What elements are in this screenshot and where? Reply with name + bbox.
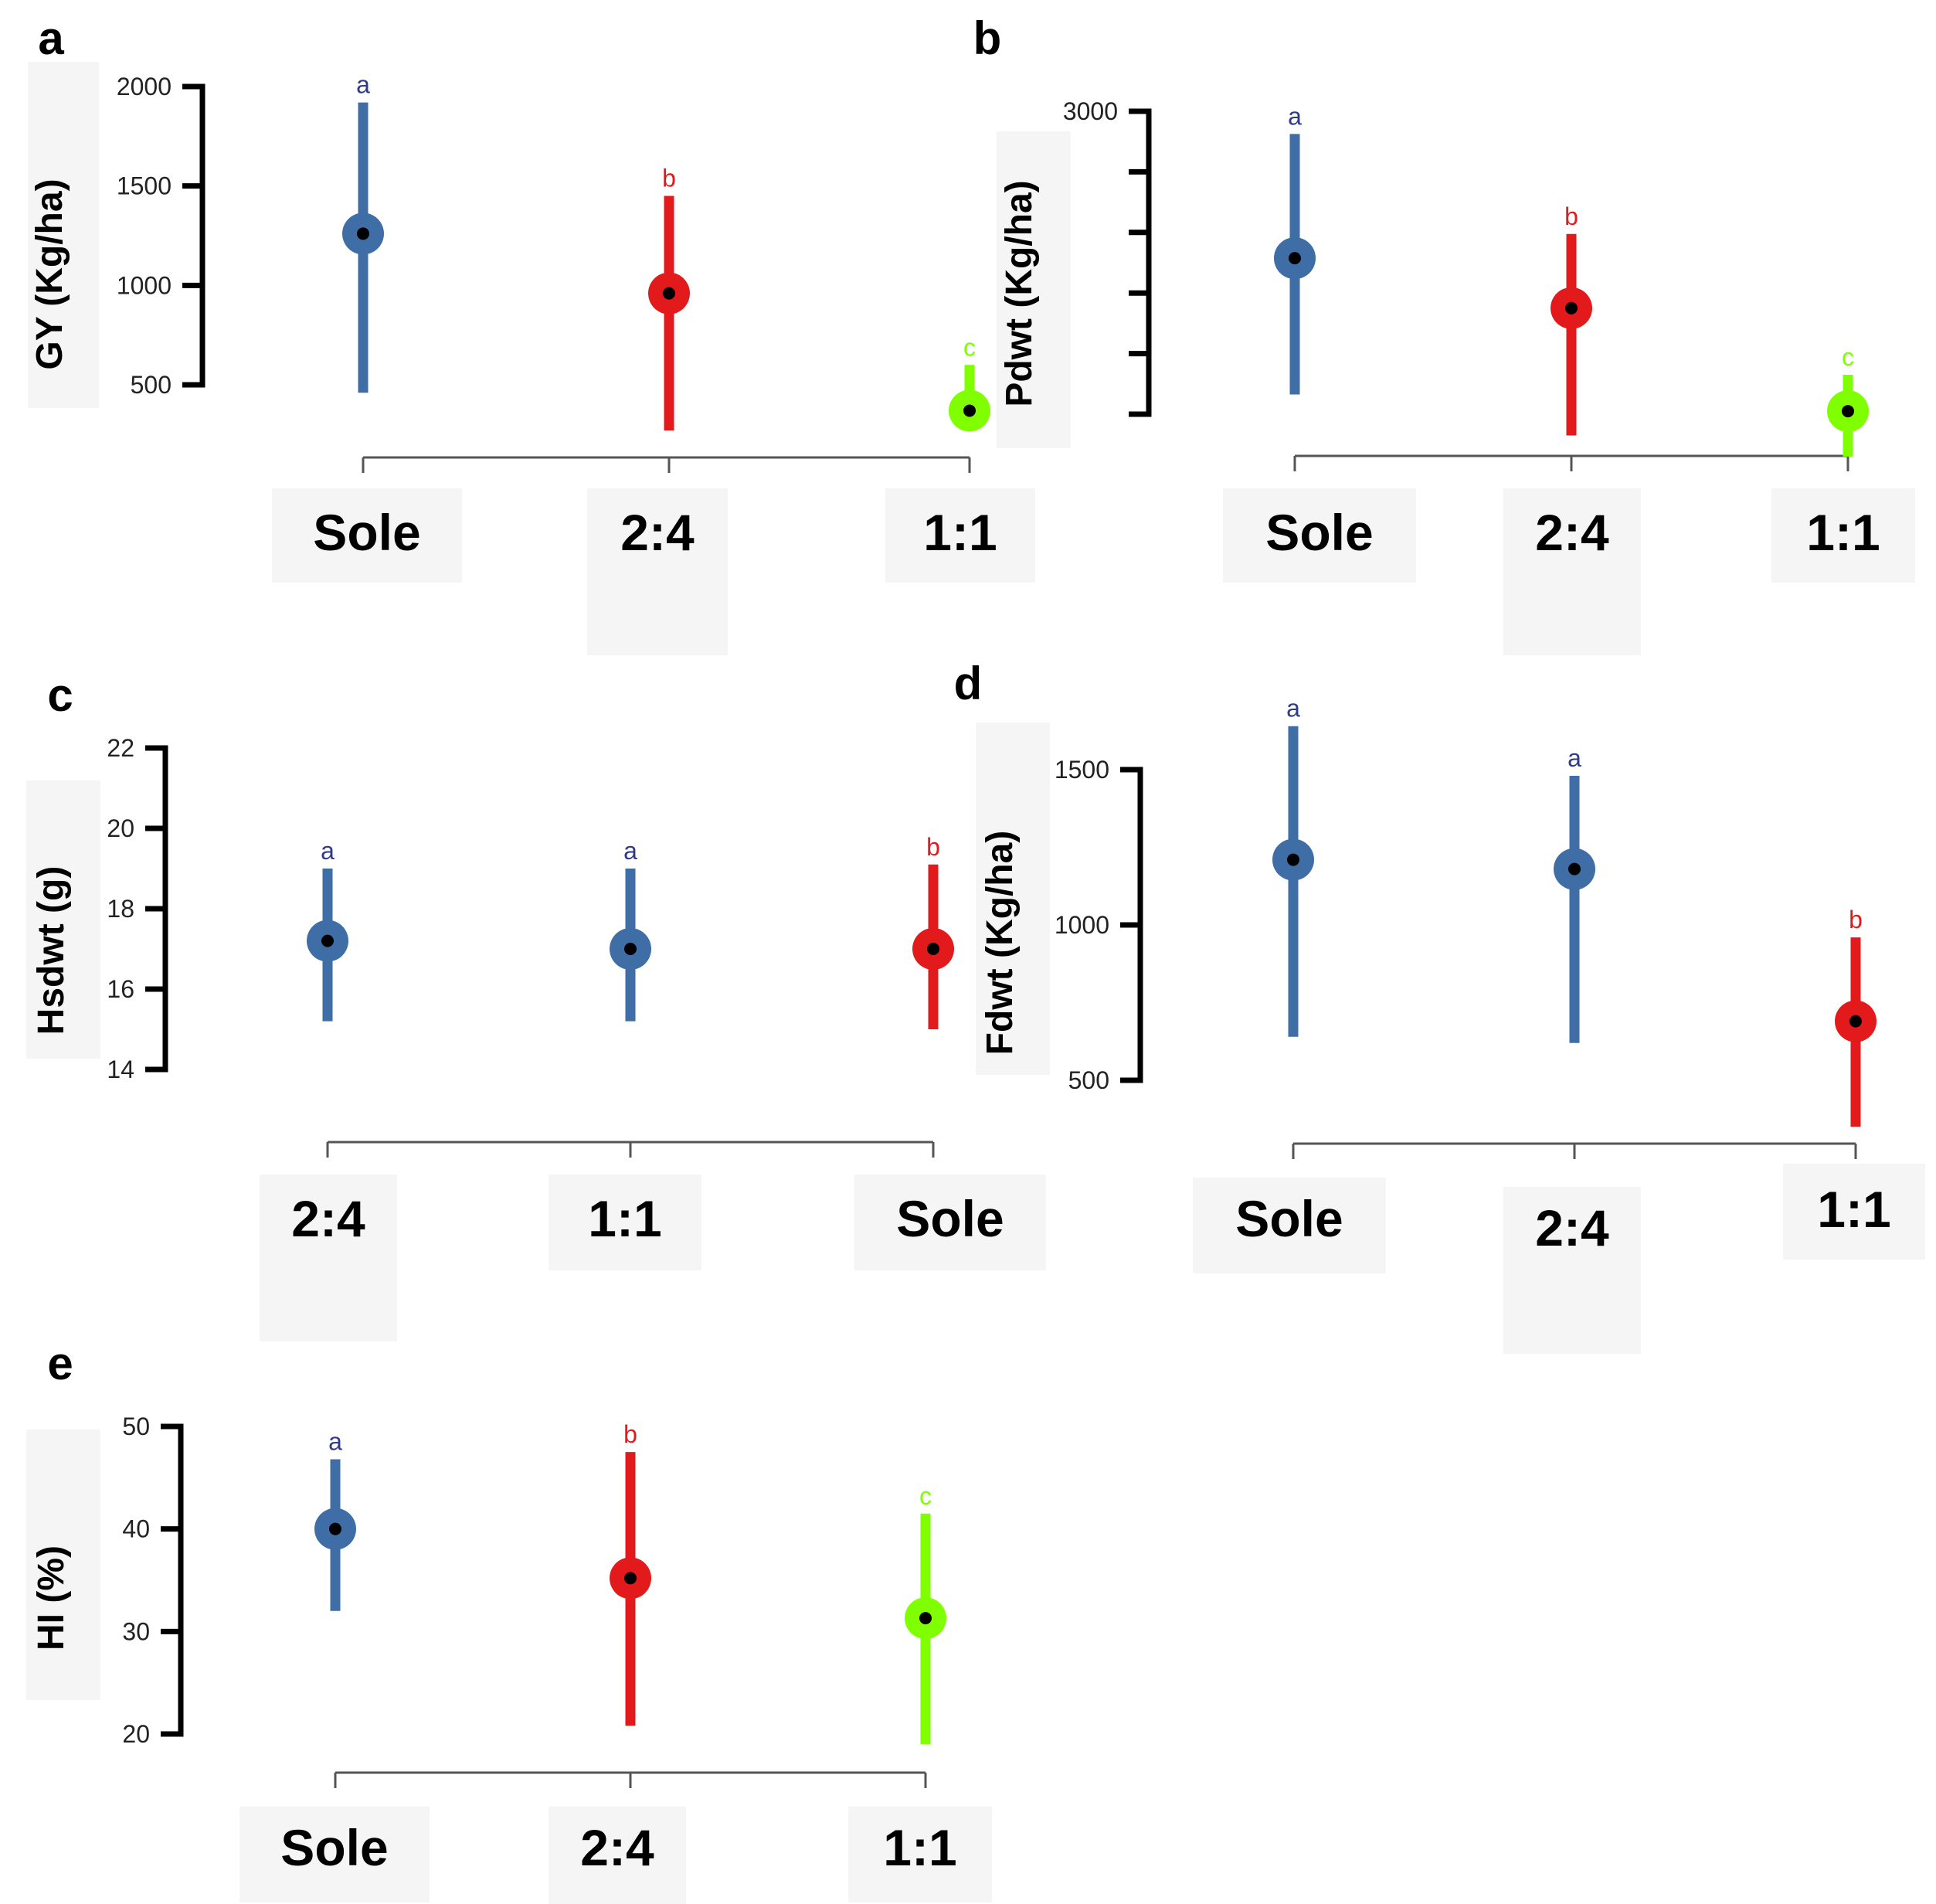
panel-letter: a [38, 12, 64, 64]
mean-dot [321, 934, 334, 947]
category-label: 1:1 [923, 504, 997, 561]
y-axis-label: Pdwt (Kg/ha) [999, 180, 1040, 406]
y-tick-label: 22 [107, 734, 134, 762]
category-label: 1:1 [1806, 504, 1880, 561]
y-axis-label: HI (%) [31, 1545, 72, 1651]
panel-letter: b [973, 12, 1002, 64]
significance-letter: a [1567, 744, 1581, 772]
y-tick-label: 16 [107, 975, 134, 1003]
ylabel-box [997, 131, 1071, 448]
y-axis-label: Fdwt (Kg/ha) [980, 831, 1021, 1056]
category-label-box [1771, 488, 1915, 583]
y-tick-label: 500 [1068, 1066, 1109, 1094]
y-tick-label: 1500 [1055, 756, 1109, 784]
panel-c: c Hsdwt (g) 22 20 18 16 14 2:4 1:1 Sole a a b [26, 669, 1046, 1341]
category-label-box [885, 488, 1035, 583]
category-label: Sole [896, 1190, 1004, 1247]
y-tick-label: 20 [107, 814, 134, 842]
y-tick-label: 2000 [117, 73, 172, 100]
significance-letter: a [1286, 695, 1300, 722]
mean-dot [357, 227, 369, 240]
category-label: 1:1 [588, 1190, 661, 1247]
significance-letter: a [623, 837, 637, 865]
panel-d: d Fdwt (Kg/ha) 1500 1000 500 Sole 2:4 1:1 a a b [954, 658, 1925, 1354]
y-tick-label: 20 [122, 1720, 150, 1748]
mean-dot [1849, 1015, 1862, 1028]
panel-a: a GY (Kg/ha) 2000 1500 1000 500 Sole 2:4 1:1 a b c [28, 12, 1035, 655]
significance-letter: b [662, 165, 676, 192]
category-label-box [549, 1175, 701, 1270]
category-label-box [549, 1807, 686, 1904]
category-label-box [848, 1807, 992, 1902]
mean-dot [624, 1572, 637, 1585]
mean-dot [624, 943, 637, 955]
significance-letter: a [356, 71, 370, 99]
significance-letter: c [963, 333, 976, 361]
mean-dot [1565, 301, 1578, 314]
category-label: 2:4 [291, 1190, 365, 1247]
category-label: Sole [280, 1819, 388, 1876]
y-tick-label: 30 [122, 1617, 150, 1645]
category-label-box [272, 488, 462, 583]
mean-dot [663, 287, 675, 300]
mean-dot [1289, 252, 1301, 265]
ylabel-box [26, 780, 100, 1059]
y-axis-label: GY (Kg/ha) [29, 178, 70, 369]
mean-dot [927, 943, 939, 955]
mean-dot [329, 1522, 341, 1535]
category-label-box [1193, 1178, 1386, 1273]
mean-dot [1568, 862, 1581, 876]
y-tick-label: 40 [122, 1515, 150, 1543]
panel-letter: c [47, 669, 73, 721]
y-tick-label: 3000 [1063, 97, 1118, 125]
category-label: Sole [1265, 504, 1373, 561]
category-label: Sole [1235, 1190, 1343, 1247]
mean-dot [919, 1612, 932, 1625]
y-axis-label: Hsdwt (g) [31, 866, 72, 1035]
category-label-box [854, 1175, 1046, 1270]
y-tick-label: 1500 [117, 172, 172, 200]
ylabel-box [28, 62, 99, 408]
panel-e: e HI (%) 50 40 30 20 Sole 2:4 1:1 a b c [26, 1338, 992, 1904]
panel-letter: e [47, 1338, 73, 1389]
y-tick-label: 500 [131, 371, 172, 399]
y-tick-label: 1000 [1055, 911, 1109, 939]
category-label-box [1503, 1187, 1641, 1354]
panel-letter: d [954, 658, 983, 709]
significance-letter: c [1842, 343, 1854, 371]
significance-letter: b [926, 833, 940, 861]
significance-letter: a [321, 837, 335, 865]
category-label-box [1783, 1164, 1925, 1260]
panel-b: b Pdwt (Kg/ha) 3000 Sole 2:4 1:1 a b c [973, 12, 1915, 655]
ylabel-box [26, 1430, 100, 1700]
category-label-box [1223, 488, 1416, 583]
category-label-box [1503, 488, 1641, 655]
significance-letter: b [623, 1420, 637, 1448]
category-label: Sole [313, 504, 420, 561]
category-label: 2:4 [620, 504, 695, 561]
y-tick-label: 18 [107, 895, 134, 923]
ylabel-box [976, 722, 1050, 1075]
y-tick-label: 50 [122, 1413, 150, 1440]
mean-dot [963, 404, 976, 417]
significance-letter: a [328, 1427, 342, 1455]
category-label: 1:1 [1817, 1181, 1890, 1238]
category-label: 2:4 [580, 1819, 654, 1876]
significance-letter: a [1288, 102, 1302, 130]
significance-letter: b [1849, 906, 1863, 933]
category-label: 2:4 [1535, 1199, 1609, 1256]
mean-dot [1842, 405, 1854, 418]
y-tick-label: 1000 [117, 271, 172, 299]
significance-letter: b [1564, 202, 1578, 230]
significance-letter: c [919, 1482, 932, 1510]
category-label-box [587, 488, 728, 655]
category-label: 2:4 [1535, 504, 1609, 561]
mean-dot [1287, 853, 1299, 866]
category-label-box [260, 1175, 397, 1341]
category-label: 1:1 [883, 1819, 956, 1876]
y-tick-label: 14 [107, 1056, 134, 1083]
category-label-box [239, 1807, 430, 1902]
